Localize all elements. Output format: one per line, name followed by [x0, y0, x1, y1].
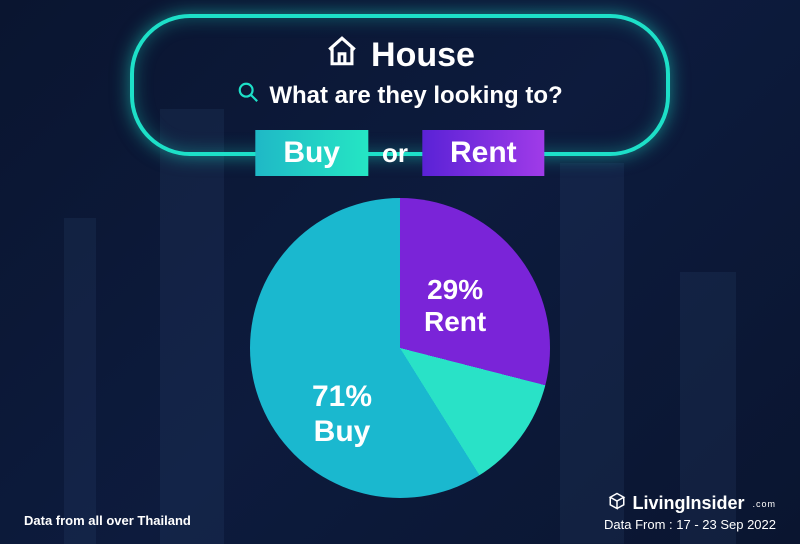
brand-name: LivingInsider [632, 493, 744, 514]
or-text: or [382, 138, 408, 169]
footer-right: LivingInsider .com Data From : 17 - 23 S… [604, 492, 776, 532]
search-icon [237, 81, 259, 110]
buy-percent: 71% [312, 380, 372, 413]
buy-tag: Buy [255, 130, 368, 176]
brand: LivingInsider .com [604, 492, 776, 515]
rent-name: Rent [424, 306, 486, 337]
rent-percent: 29% [427, 274, 483, 305]
footer-left: Data from all over Thailand [24, 513, 191, 528]
pie-label-rent: 29% Rent [424, 274, 486, 338]
cube-icon [608, 492, 626, 515]
subtitle-text: What are they looking to? [269, 82, 562, 110]
subtitle-row: What are they looking to? [164, 81, 636, 110]
pie-label-buy: 71% Buy [312, 380, 372, 449]
title-row: House [164, 34, 636, 77]
brand-suffix: .com [752, 499, 776, 509]
house-icon [325, 34, 359, 77]
buy-name: Buy [314, 415, 371, 448]
rent-tag: Rent [422, 130, 545, 176]
title-text: House [371, 36, 475, 75]
footer-date: Data From : 17 - 23 Sep 2022 [604, 517, 776, 532]
pie-body [250, 198, 550, 498]
buy-rent-row: Buy or Rent [255, 130, 544, 176]
header-pill: House What are they looking to? Buy or R… [130, 14, 670, 156]
pie-chart: 29% Rent 71% Buy [250, 198, 550, 498]
